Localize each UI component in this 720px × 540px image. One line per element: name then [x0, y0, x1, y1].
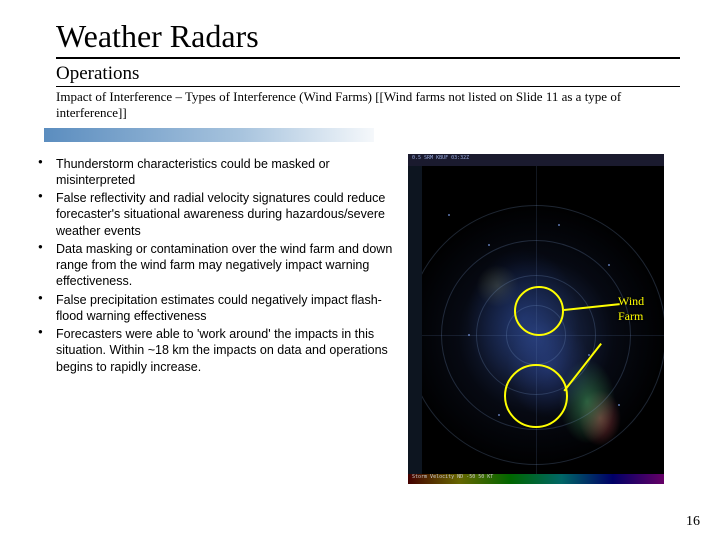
content-row: Thunderstorm characteristics could be ma… [56, 156, 680, 484]
caption-text: Impact of Interference – Types of Interf… [56, 89, 680, 122]
list-item: False precipitation estimates could nega… [56, 292, 394, 325]
radar-topbar: 0.5 SRM KBUF 03:32Z [408, 154, 664, 166]
page-subtitle: Operations [56, 63, 680, 87]
page-title: Weather Radars [56, 18, 680, 59]
list-item: Forecasters were able to 'work around' t… [56, 326, 394, 375]
annotation-circle [514, 286, 564, 336]
accent-bar [44, 128, 374, 142]
annotation-label: Wind Farm [618, 294, 664, 324]
list-item: Thunderstorm characteristics could be ma… [56, 156, 394, 189]
slide-number: 16 [686, 514, 700, 530]
radar-image: 0.5 SRM KBUF 03:32Z Storm Velocity ND -5… [408, 154, 664, 484]
annotation-circle [504, 364, 568, 428]
radar-botbar: Storm Velocity ND -50 50 KT [408, 474, 664, 484]
list-item: False reflectivity and radial velocity s… [56, 190, 394, 239]
list-item: Data masking or contamination over the w… [56, 241, 394, 290]
bullet-list: Thunderstorm characteristics could be ma… [56, 156, 394, 484]
radar-canvas: 0.5 SRM KBUF 03:32Z Storm Velocity ND -5… [408, 154, 664, 484]
slide: Weather Radars Operations Impact of Inte… [0, 0, 720, 540]
radar-leftbar [408, 166, 422, 474]
